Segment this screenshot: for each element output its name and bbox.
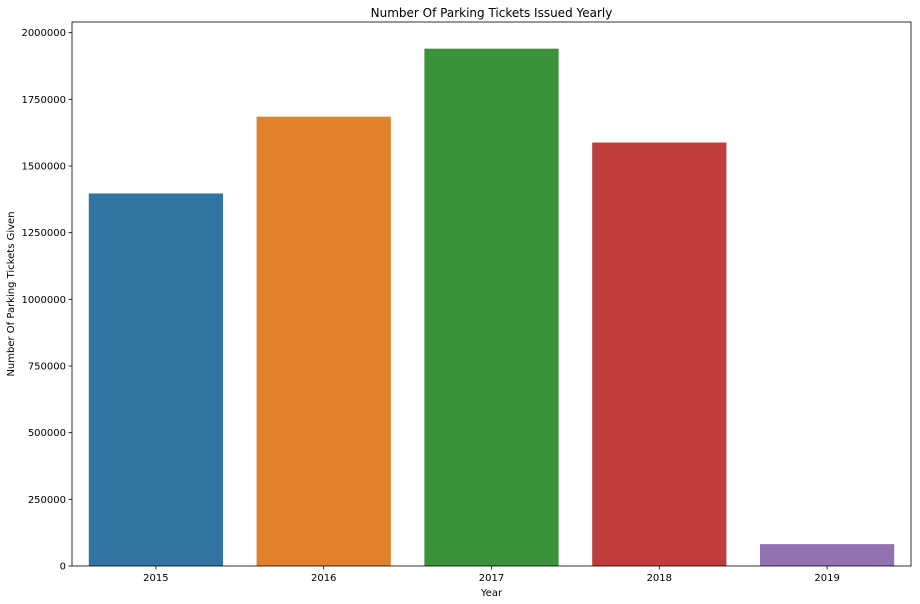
- y-tick-label: 1500000: [21, 162, 66, 173]
- bar-2019: [759, 544, 895, 566]
- bar-2016: [256, 116, 391, 567]
- bars-group: [88, 48, 895, 567]
- y-tick-label: 2000000: [21, 28, 66, 39]
- bar-2015: [88, 193, 224, 566]
- y-tick-label: 1000000: [21, 295, 66, 306]
- x-tick-label: 2018: [647, 573, 672, 584]
- bar-2017: [424, 48, 559, 566]
- chart-title: Number Of Parking Tickets Issued Yearly: [371, 6, 613, 20]
- y-axis-label: Number Of Parking Tickets Given: [6, 211, 17, 376]
- x-axis: 2015 2016 2017 2018 2019: [143, 566, 840, 584]
- x-tick-label: 2017: [479, 573, 504, 584]
- x-axis-label: Year: [480, 588, 503, 599]
- x-tick-label: 2019: [814, 573, 839, 584]
- y-axis: 0 250000 500000 750000 1000000 1250000 1500000…: [21, 28, 72, 573]
- y-tick-label: 250000: [28, 495, 66, 506]
- y-tick-label: 1250000: [21, 228, 66, 239]
- y-tick-label: 0: [60, 562, 66, 573]
- y-tick-label: 500000: [28, 428, 66, 439]
- x-tick-label: 2015: [143, 573, 168, 584]
- bar-2018: [592, 142, 727, 567]
- x-tick-label: 2016: [311, 573, 336, 584]
- y-tick-label: 1750000: [21, 95, 66, 106]
- y-tick-label: 750000: [28, 362, 66, 373]
